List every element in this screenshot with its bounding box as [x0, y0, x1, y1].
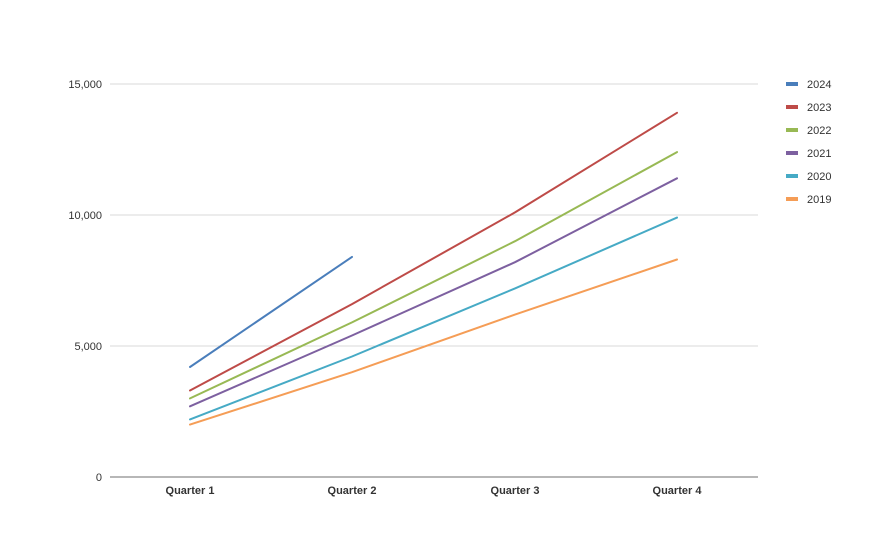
x-tick-label: Quarter 3 — [491, 485, 540, 497]
legend-swatch-2021 — [786, 151, 798, 155]
series-line-2023 — [189, 111, 678, 392]
axes: 0 5,000 10,000 15,000 Quarter 1 Quarter 2 Quar… — [68, 79, 758, 497]
legend-swatch-2019 — [786, 197, 798, 201]
x-tick-label: Quarter 1 — [166, 485, 215, 497]
legend-label: 2023 — [807, 102, 831, 114]
legend-label: 2021 — [807, 148, 831, 160]
x-tick-label: Quarter 4 — [653, 485, 703, 497]
series-line-2024 — [189, 255, 353, 368]
series-line-2021 — [189, 177, 678, 408]
series-line-2022 — [189, 151, 678, 400]
y-tick-label: 0 — [96, 472, 102, 484]
y-tick-label: 15,000 — [68, 79, 102, 91]
legend: 2024 2023 2022 2021 2020 2019 — [786, 79, 831, 206]
legend-swatch-2022 — [786, 128, 798, 132]
legend-swatch-2020 — [786, 174, 798, 178]
x-tick-label: Quarter 2 — [328, 485, 377, 497]
series-line-2019 — [189, 258, 678, 426]
legend-swatch-2023 — [786, 105, 798, 109]
legend-label: 2024 — [807, 79, 831, 91]
series-line-2020 — [189, 216, 678, 421]
legend-swatch-2024 — [786, 82, 798, 86]
legend-label: 2022 — [807, 125, 831, 137]
y-tick-label: 5,000 — [74, 341, 102, 353]
y-tick-label: 10,000 — [68, 210, 102, 222]
legend-label: 2020 — [807, 171, 831, 183]
series-lines — [189, 111, 678, 426]
gridlines — [110, 83, 758, 347]
legend-label: 2019 — [807, 194, 831, 206]
